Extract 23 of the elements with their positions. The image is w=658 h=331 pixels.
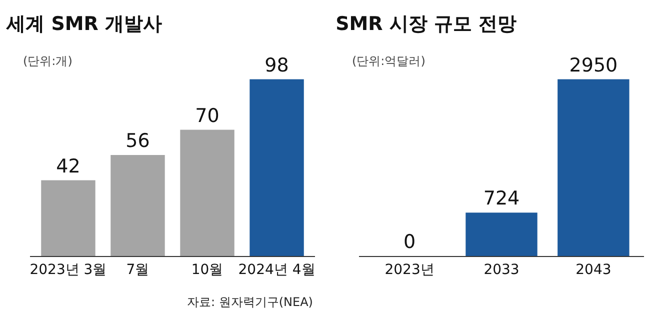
x-tick-label: 2033 bbox=[484, 262, 520, 278]
data-label: 70 bbox=[195, 104, 220, 127]
x-tick-label: 2023년 3월 bbox=[30, 262, 107, 278]
x-tick-label: 7월 bbox=[126, 262, 150, 278]
data-label: 56 bbox=[126, 130, 150, 152]
chart-subtitle: (단위:억달러) bbox=[352, 54, 426, 68]
chart-subtitle: (단위:개) bbox=[23, 54, 72, 68]
chart-title: SMR 시장 규모 전망 bbox=[336, 12, 517, 35]
data-label: 42 bbox=[56, 155, 80, 178]
bar bbox=[250, 79, 304, 256]
chart-title: 세계 SMR 개발사 bbox=[6, 12, 162, 35]
data-label: 0 bbox=[404, 231, 416, 253]
data-label: 98 bbox=[264, 54, 289, 76]
x-tick-label: 2043 bbox=[576, 262, 612, 278]
data-label: 724 bbox=[483, 188, 520, 210]
bar bbox=[180, 130, 234, 256]
bar bbox=[41, 180, 96, 256]
text: 자료: 원자력기구(NEA) bbox=[187, 295, 313, 309]
bar bbox=[110, 155, 165, 256]
x-tick-label: 2023년 bbox=[384, 262, 434, 278]
data-label: 2950 bbox=[569, 54, 618, 76]
x-tick-label: 10월 bbox=[191, 262, 224, 278]
x-tick-label: 2024년 4월 bbox=[238, 262, 316, 278]
